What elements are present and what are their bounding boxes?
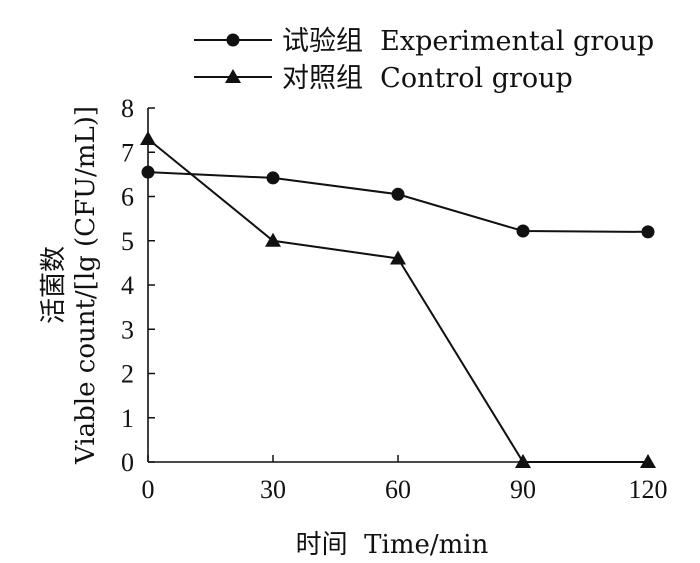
series-group [140,130,656,468]
y-tick-label: 2 [121,360,134,389]
x-tick-label: 0 [142,475,155,504]
axes [147,108,648,463]
y-ticks: 0 1 2 3 4 5 6 7 8 [121,94,155,477]
data-point [266,171,280,185]
y-tick-label: 0 [121,448,134,477]
data-point [265,232,281,247]
data-point [391,187,405,201]
x-tick-label: 30 [260,475,286,504]
y-axis-title: 活菌数 Viable count/[lg (CFU/mL)] [39,106,101,465]
data-point [640,454,656,468]
y-tick-label: 4 [121,271,134,300]
legend-control-label: 对照组 Control group [282,63,573,94]
y-tick-label: 7 [121,138,134,167]
x-axis-title: 时间 Time/min [296,530,489,560]
legend: 试验组 Experimental group 对照组 Control group [194,26,654,94]
data-point [515,454,531,468]
x-tick-label: 120 [629,475,668,504]
x-tick-label: 90 [510,475,536,504]
legend-experimental-marker [226,33,240,47]
x-tick-label: 60 [385,475,411,504]
series-line-0 [147,171,649,233]
data-point [641,225,655,239]
data-point [390,250,406,265]
data-point [516,224,530,238]
data-point [140,130,156,145]
y-axis-title-cn: 活菌数 [39,246,69,324]
x-ticks: 0 30 60 90 120 [142,455,668,504]
legend-experimental-label: 试验组 Experimental group [282,26,654,57]
series-line-1 [147,138,648,463]
y-tick-label: 6 [121,183,134,212]
y-tick-label: 1 [121,404,134,433]
y-tick-label: 3 [121,315,134,344]
y-tick-label: 8 [121,94,134,123]
data-point [141,165,155,179]
y-axis-title-en: Viable count/[lg (CFU/mL)] [71,106,101,465]
legend-control-marker [225,69,241,83]
y-tick-label: 5 [121,227,134,256]
